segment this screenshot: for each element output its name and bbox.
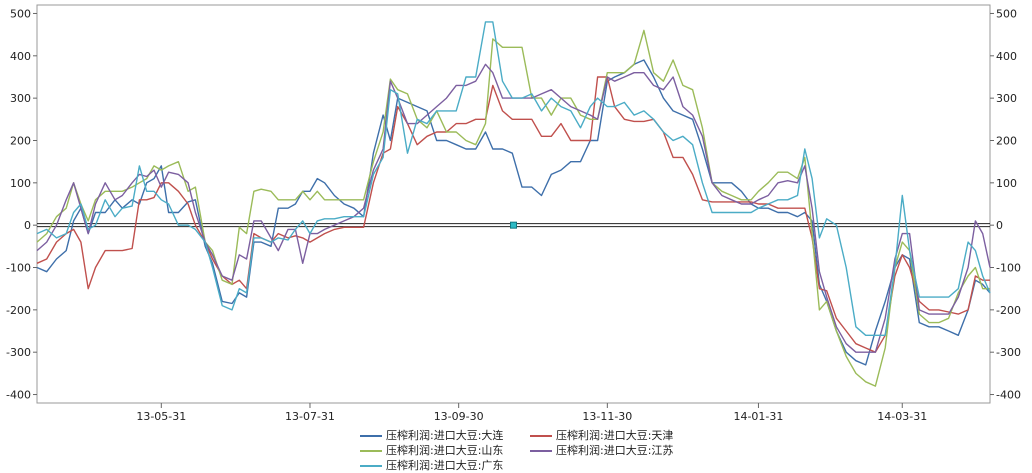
y-tick-label-right: 400 xyxy=(996,50,1017,63)
series-line-1 xyxy=(36,76,990,353)
x-tick-label: 13-07-31 xyxy=(285,410,335,423)
plot-area-border xyxy=(36,4,991,404)
center-marker xyxy=(510,221,517,229)
legend-item-tianjin: 压榨利润:进口大豆:天津 xyxy=(530,428,700,443)
y-tick-label-left: 400 xyxy=(10,50,31,63)
y-tick-label-left: 500 xyxy=(10,7,31,20)
y-tick-label-left: 100 xyxy=(10,177,31,190)
legend-swatch-dalian xyxy=(360,434,382,437)
legend-row: 压榨利润:进口大豆:广东 xyxy=(360,458,700,473)
x-tick-label: 13-05-31 xyxy=(136,410,186,423)
y-tick-label-left: -200 xyxy=(6,304,31,317)
y-tick-label-right: -100 xyxy=(996,262,1021,275)
series-line-2 xyxy=(36,29,990,387)
x-axis: 13-05-31 13-07-31 13-09-30 13-11-30 14-01-31… xyxy=(136,403,927,423)
legend-swatch-guangdong xyxy=(360,464,382,467)
legend-row: 压榨利润:进口大豆:山东 压榨利润:进口大豆:江苏 xyxy=(360,443,700,458)
legend-label-dalian: 压榨利润:进口大豆:大连 xyxy=(386,428,504,442)
y-axis-right: -400 -300 -200 -100 0 100 200 300 400 500 xyxy=(990,7,1021,402)
legend-swatch-shandong xyxy=(360,449,382,452)
legend-item-dalian: 压榨利润:进口大豆:大连 xyxy=(360,428,530,443)
x-tick-label: 13-09-30 xyxy=(434,410,484,423)
legend: 压榨利润:进口大豆:大连 压榨利润:进口大豆:天津 压榨利润:进口大豆:山东 压… xyxy=(360,428,700,473)
series-line-4 xyxy=(36,21,991,336)
y-tick-label-left: -100 xyxy=(6,262,31,275)
legend-swatch-tianjin xyxy=(530,434,552,437)
legend-swatch-jiangsu xyxy=(530,449,552,452)
legend-label-guangdong: 压榨利润:进口大豆:广东 xyxy=(386,458,504,472)
y-tick-label-left: 300 xyxy=(10,92,31,105)
y-tick-label-right: 0 xyxy=(996,219,1003,232)
y-tick-label-left: 200 xyxy=(10,134,31,147)
y-tick-label-right: 300 xyxy=(996,92,1017,105)
x-tick-label: 14-01-31 xyxy=(733,410,783,423)
series-group xyxy=(36,21,991,387)
y-tick-label-right: -400 xyxy=(996,389,1021,402)
legend-item-shandong: 压榨利润:进口大豆:山东 xyxy=(360,443,530,458)
series-line-0 xyxy=(36,59,991,366)
x-tick-label: 14-03-31 xyxy=(877,410,927,423)
y-tick-label-left: -400 xyxy=(6,389,31,402)
x-tick-label: 13-11-30 xyxy=(582,410,632,423)
y-tick-label-right: -200 xyxy=(996,304,1021,317)
legend-row: 压榨利润:进口大豆:大连 压榨利润:进口大豆:天津 xyxy=(360,428,700,443)
series-line-3 xyxy=(36,63,991,353)
legend-item-jiangsu: 压榨利润:进口大豆:江苏 xyxy=(530,443,700,458)
y-tick-label-left: 0 xyxy=(24,219,31,232)
legend-label-shandong: 压榨利润:进口大豆:山东 xyxy=(386,443,504,457)
center-marker-square xyxy=(510,221,517,229)
y-tick-label-right: 100 xyxy=(996,177,1017,190)
y-tick-label-left: -300 xyxy=(6,346,31,359)
y-axis-left: -400 -300 -200 -100 0 100 200 300 400 500 xyxy=(6,7,37,402)
legend-label-tianjin: 压榨利润:进口大豆:天津 xyxy=(556,428,674,442)
legend-label-jiangsu: 压榨利润:进口大豆:江苏 xyxy=(556,443,674,457)
legend-item-guangdong: 压榨利润:进口大豆:广东 xyxy=(360,458,530,473)
y-tick-label-right: 500 xyxy=(996,7,1017,20)
y-tick-label-right: -300 xyxy=(996,346,1021,359)
y-tick-label-right: 200 xyxy=(996,134,1017,147)
line-chart: -400 -300 -200 -100 0 100 200 300 400 500 -400 -30… xyxy=(6,4,1021,423)
